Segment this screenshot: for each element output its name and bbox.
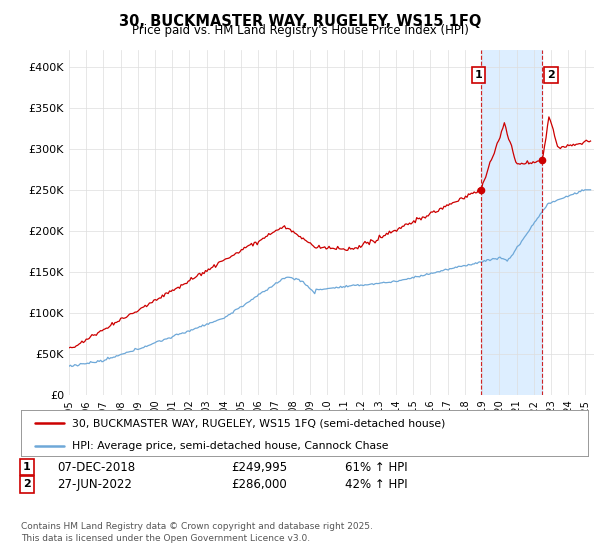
Text: 2: 2 xyxy=(547,70,555,80)
Bar xyxy=(481,50,542,395)
Text: 27-JUN-2022: 27-JUN-2022 xyxy=(57,478,132,491)
Text: 30, BUCKMASTER WAY, RUGELEY, WS15 1FQ: 30, BUCKMASTER WAY, RUGELEY, WS15 1FQ xyxy=(119,14,481,29)
Text: Price paid vs. HM Land Registry's House Price Index (HPI): Price paid vs. HM Land Registry's House … xyxy=(131,24,469,37)
Text: £249,995: £249,995 xyxy=(231,460,287,474)
Text: 61% ↑ HPI: 61% ↑ HPI xyxy=(345,460,407,474)
Text: 1: 1 xyxy=(474,70,482,80)
Text: £286,000: £286,000 xyxy=(231,478,287,491)
Text: 1: 1 xyxy=(23,462,31,472)
Text: Contains HM Land Registry data © Crown copyright and database right 2025.
This d: Contains HM Land Registry data © Crown c… xyxy=(21,522,373,543)
Text: HPI: Average price, semi-detached house, Cannock Chase: HPI: Average price, semi-detached house,… xyxy=(72,441,389,451)
Text: 07-DEC-2018: 07-DEC-2018 xyxy=(57,460,135,474)
Text: 42% ↑ HPI: 42% ↑ HPI xyxy=(345,478,407,491)
Text: 2: 2 xyxy=(23,479,31,489)
Text: 30, BUCKMASTER WAY, RUGELEY, WS15 1FQ (semi-detached house): 30, BUCKMASTER WAY, RUGELEY, WS15 1FQ (s… xyxy=(72,418,445,428)
